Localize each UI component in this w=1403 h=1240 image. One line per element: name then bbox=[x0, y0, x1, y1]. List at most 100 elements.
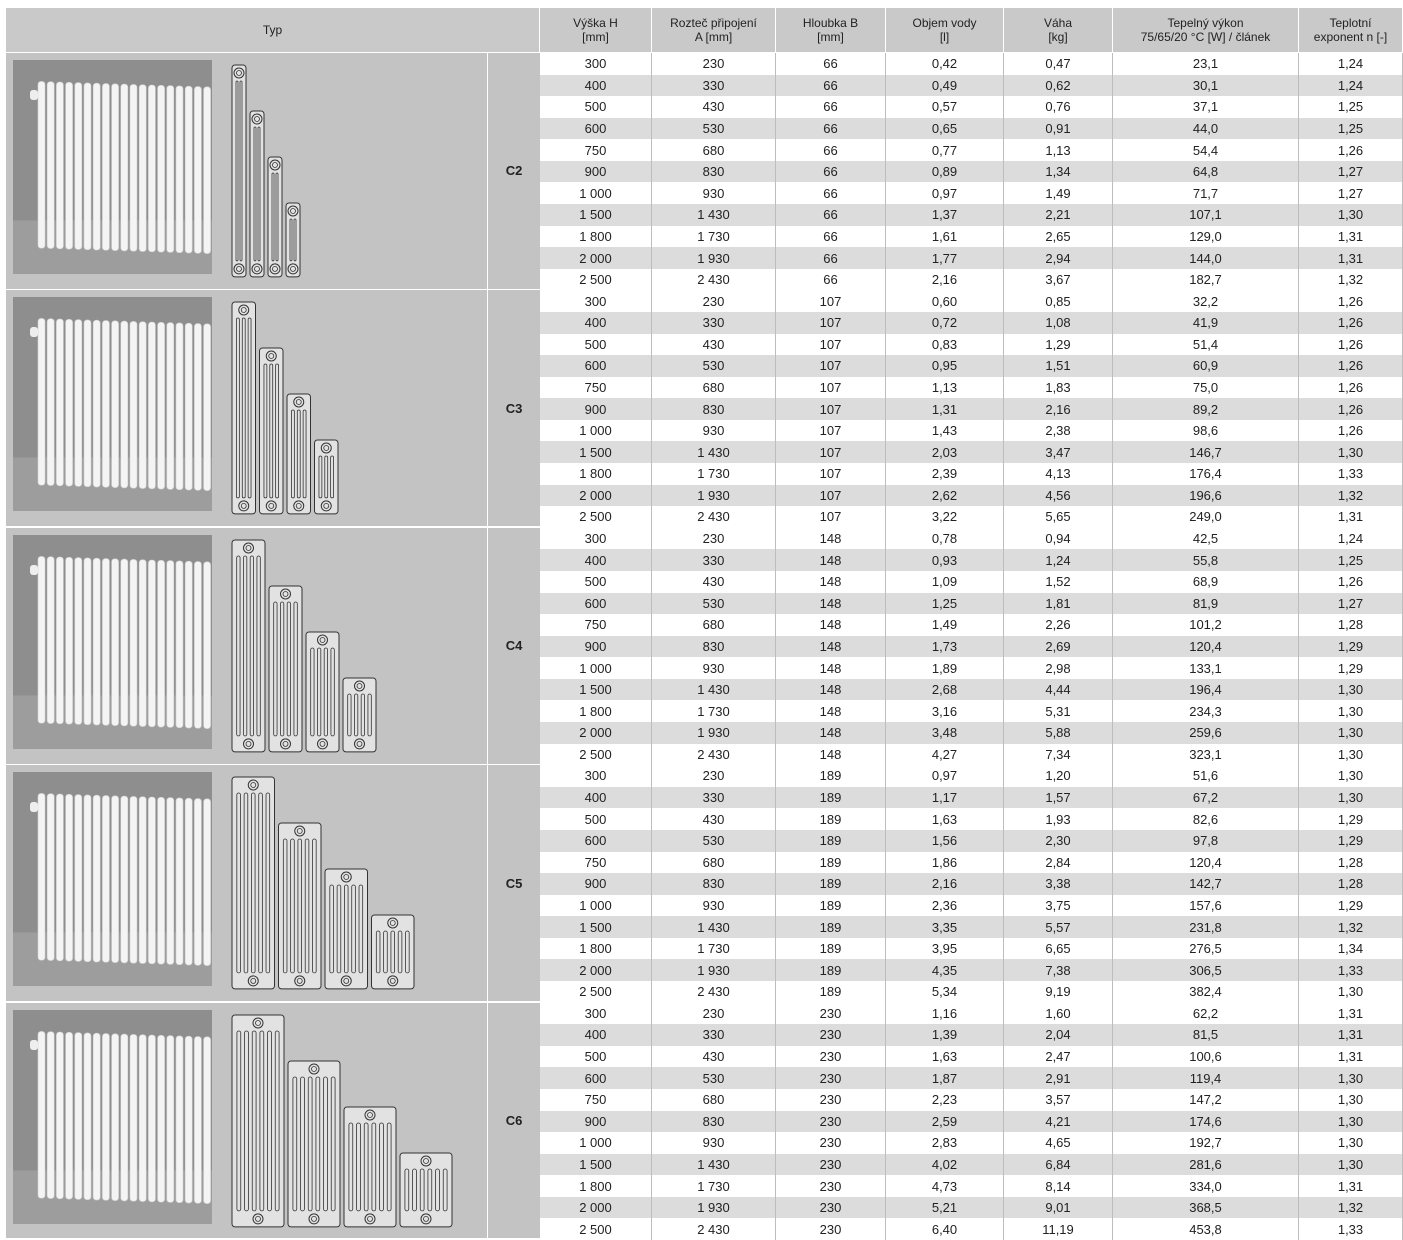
data-cell: 1 000 bbox=[540, 1132, 652, 1154]
data-cell: 3,38 bbox=[1004, 873, 1113, 895]
illustration bbox=[6, 290, 487, 527]
section-port-inner bbox=[282, 590, 289, 597]
radiator-tube bbox=[92, 1032, 101, 1200]
illustration-graphic bbox=[13, 1009, 453, 1227]
data-cell: 2,91 bbox=[1004, 1067, 1113, 1089]
radiator-tube bbox=[111, 1033, 119, 1201]
data-cell: 66 bbox=[776, 225, 886, 248]
radiator-tube bbox=[37, 793, 46, 961]
radiator-tube bbox=[157, 797, 165, 965]
data-cell: 2 000 bbox=[540, 722, 652, 744]
radiator-tube bbox=[83, 319, 92, 488]
section-tube bbox=[386, 1122, 392, 1211]
data-cell: 4,13 bbox=[1004, 463, 1113, 485]
data-cell: 182,7 bbox=[1113, 268, 1299, 291]
data-cell: 97,8 bbox=[1113, 829, 1299, 852]
data-cell: 680 bbox=[652, 376, 776, 399]
radiator-tube bbox=[102, 795, 110, 963]
data-cell: 2,36 bbox=[886, 894, 1004, 917]
data-cell: 930 bbox=[652, 1132, 776, 1154]
section-port bbox=[364, 1109, 376, 1121]
data-cell: 1,25 bbox=[1299, 96, 1403, 118]
section-port-inner bbox=[290, 265, 296, 272]
data-cell: 1,26 bbox=[1299, 570, 1403, 593]
data-cell: 64,8 bbox=[1113, 160, 1299, 183]
radiator-tube bbox=[92, 795, 101, 963]
illustration-graphic bbox=[13, 772, 415, 990]
data-cell: 1,13 bbox=[1004, 139, 1113, 161]
data-cell: 148 bbox=[776, 570, 886, 593]
radiator-tube bbox=[111, 795, 119, 964]
data-cell: 0,93 bbox=[886, 549, 1004, 571]
radiator-tube bbox=[102, 1032, 110, 1201]
radiator-tube bbox=[46, 1030, 55, 1199]
data-cell: 323,1 bbox=[1113, 743, 1299, 766]
data-cell: 2 500 bbox=[540, 1218, 652, 1240]
data-cell: 119,4 bbox=[1113, 1067, 1299, 1089]
section-tube bbox=[253, 126, 257, 262]
section-tube bbox=[419, 1168, 425, 1211]
data-cell: 7,34 bbox=[1004, 743, 1113, 766]
data-cell: 276,5 bbox=[1113, 937, 1299, 960]
data-cell: 1,89 bbox=[886, 657, 1004, 679]
data-cell: 830 bbox=[652, 398, 776, 420]
data-cell: 189 bbox=[776, 916, 886, 938]
section-outline bbox=[249, 110, 265, 278]
header-cell: Typ bbox=[6, 8, 540, 52]
section-port-inner bbox=[296, 828, 303, 835]
section-tube bbox=[274, 1030, 280, 1211]
data-cell: 1,87 bbox=[886, 1067, 1004, 1089]
data-cell: 1 500 bbox=[540, 441, 652, 464]
radiator-tube bbox=[166, 322, 175, 491]
section-outline bbox=[399, 1152, 453, 1227]
section-port bbox=[247, 779, 259, 791]
data-cell: 300 bbox=[540, 290, 652, 312]
section-tube bbox=[251, 792, 256, 974]
data-cell: 1,26 bbox=[1299, 290, 1403, 312]
data-cell: 144,0 bbox=[1113, 247, 1299, 269]
data-cell: 107 bbox=[776, 333, 886, 356]
data-cell: 1 800 bbox=[540, 1175, 652, 1197]
data-cell: 400 bbox=[540, 549, 652, 571]
data-cell: 196,6 bbox=[1113, 484, 1299, 507]
section-port-inner bbox=[389, 978, 396, 984]
data-cell: 148 bbox=[776, 635, 886, 658]
data-cell: 1,49 bbox=[886, 614, 1004, 636]
data-cell: 68,9 bbox=[1113, 570, 1299, 593]
data-cell: 1,26 bbox=[1299, 311, 1403, 334]
data-cell: 1,27 bbox=[1299, 160, 1403, 183]
data-cell: 1,27 bbox=[1299, 182, 1403, 205]
radiator-tube bbox=[138, 84, 147, 252]
section-tube bbox=[256, 555, 261, 737]
section-port-inner bbox=[245, 544, 252, 551]
data-cell: 189 bbox=[776, 894, 886, 917]
radiator-tube bbox=[175, 322, 184, 491]
section-port bbox=[387, 917, 399, 929]
data-cell: 750 bbox=[540, 139, 652, 161]
data-cell: 1,31 bbox=[1299, 225, 1403, 248]
data-cell: 1 730 bbox=[652, 700, 776, 723]
data-cell: 3,47 bbox=[1004, 441, 1113, 464]
data-cell: 1,31 bbox=[1299, 1045, 1403, 1068]
data-cell: 930 bbox=[652, 419, 776, 442]
data-cell: 66 bbox=[776, 53, 886, 75]
data-cell: 0,60 bbox=[886, 290, 1004, 312]
section-port-inner bbox=[250, 782, 257, 789]
data-cell: 107 bbox=[776, 311, 886, 334]
section-outline bbox=[314, 439, 339, 515]
radiator-tube bbox=[203, 1036, 211, 1204]
radiator-tube bbox=[138, 559, 147, 727]
data-cell: 0,85 bbox=[1004, 290, 1113, 312]
section-tube bbox=[236, 555, 241, 737]
data-cell: 189 bbox=[776, 808, 886, 830]
data-cell: 1,31 bbox=[1299, 1002, 1403, 1025]
data-cell: 3,67 bbox=[1004, 268, 1113, 291]
data-cell: 300 bbox=[540, 53, 652, 75]
data-cell: 1,28 bbox=[1299, 614, 1403, 636]
radiator-tube bbox=[157, 559, 165, 728]
section-tube bbox=[363, 1122, 369, 1211]
radiator-tube bbox=[65, 556, 73, 725]
section-tube bbox=[291, 409, 295, 499]
data-cell: 148 bbox=[776, 592, 886, 615]
data-cell: 2,39 bbox=[886, 463, 1004, 485]
